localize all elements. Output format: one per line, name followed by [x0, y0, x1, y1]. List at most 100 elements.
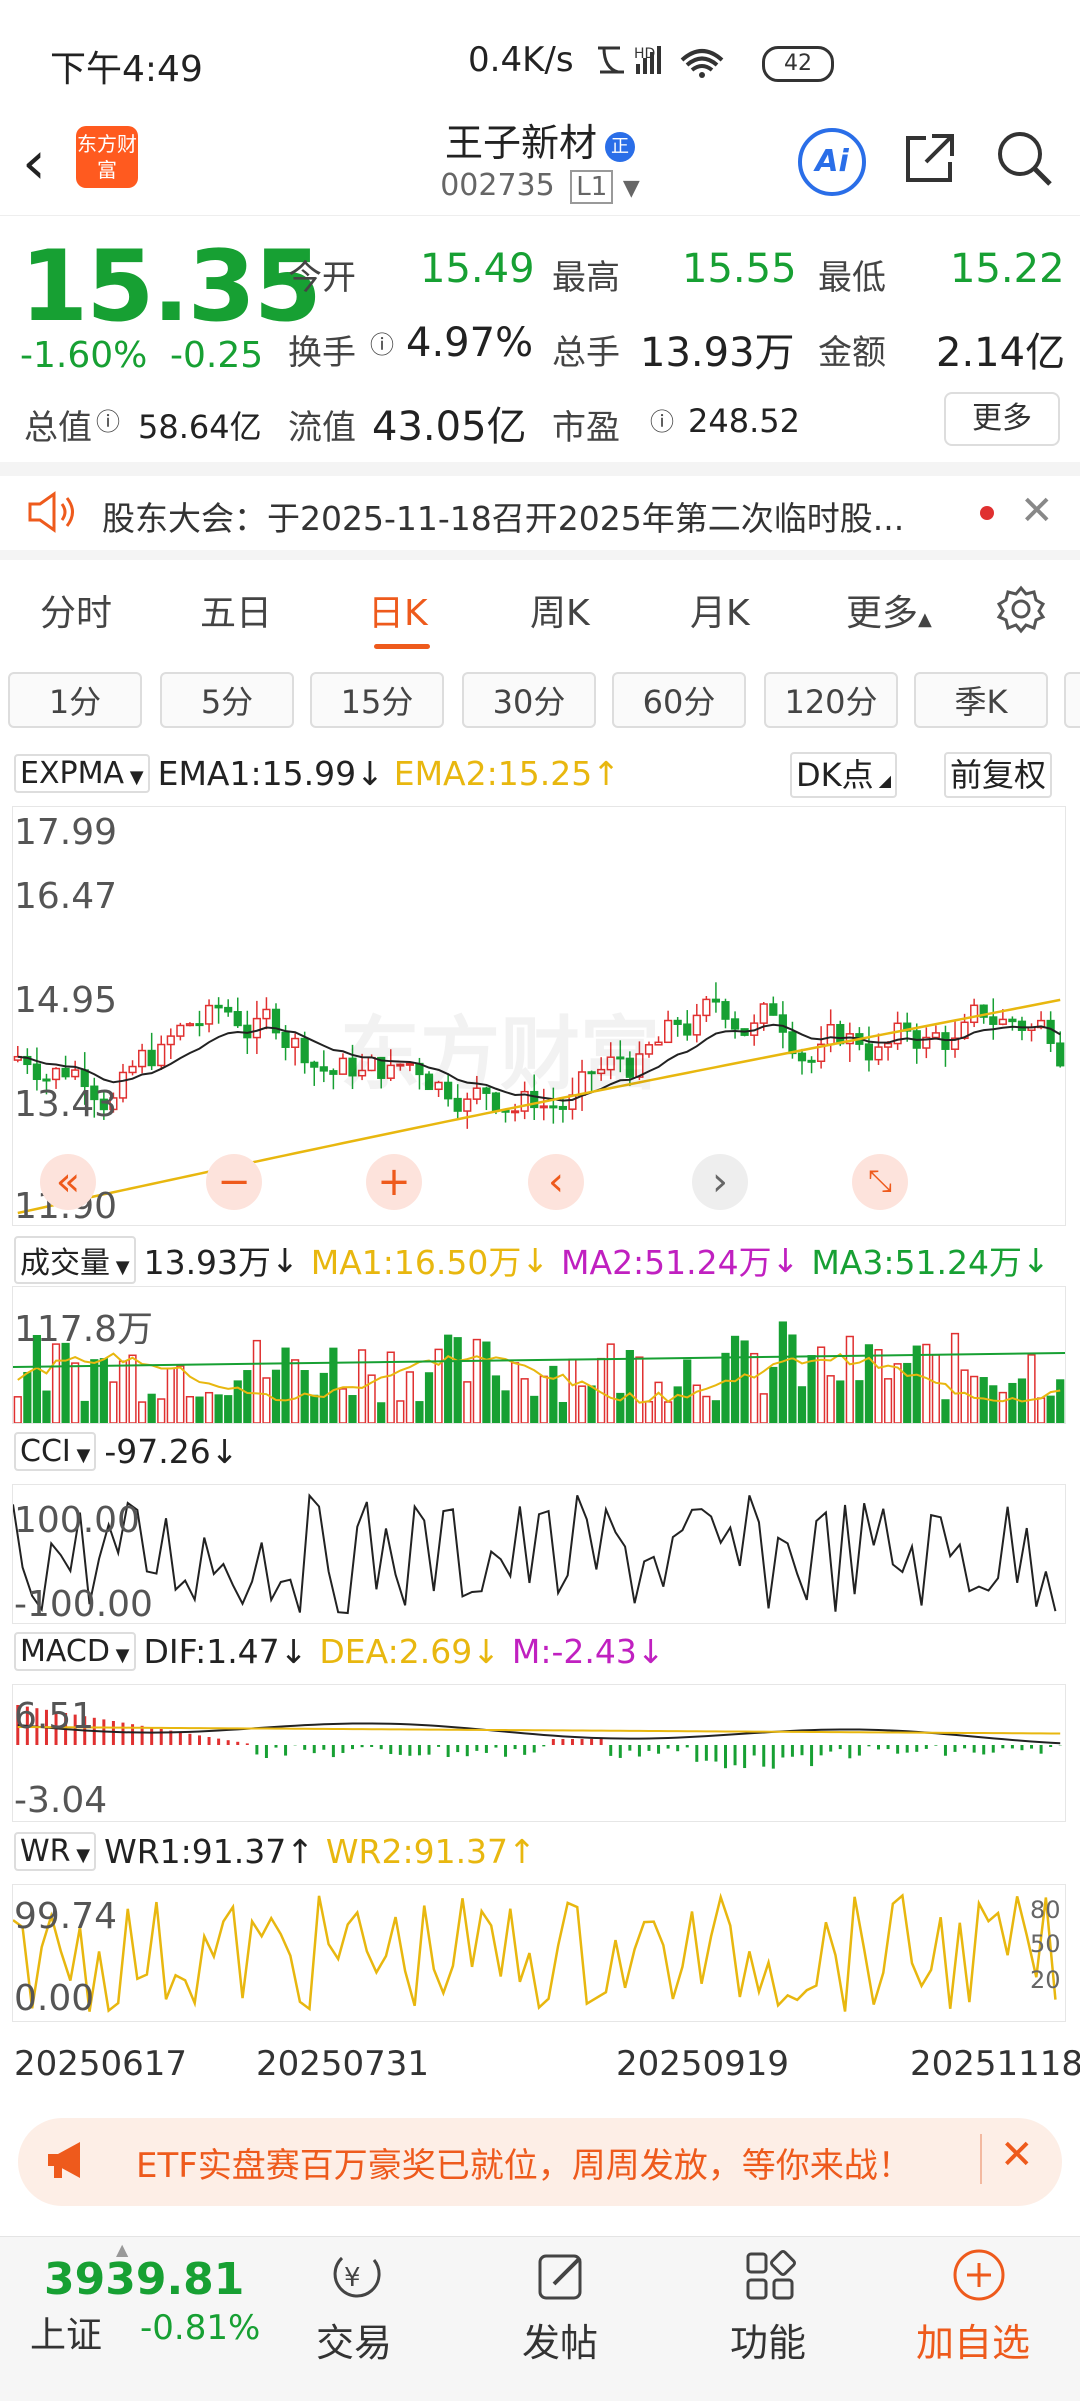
more-button[interactable]: 更多 — [944, 392, 1060, 446]
low-label: 最低 — [818, 258, 886, 298]
volume-bar — [23, 1371, 32, 1424]
candle — [329, 1070, 338, 1075]
macd-upper-label: 6.51 — [14, 1696, 95, 1737]
fullscreen-icon[interactable]: ⤡ — [852, 1154, 908, 1210]
tab-more[interactable]: 更多▲ — [846, 593, 932, 634]
back-icon[interactable]: ‹ — [22, 128, 46, 198]
period-30min[interactable]: 30分 — [462, 672, 596, 728]
volume-bar — [262, 1377, 271, 1424]
period-15min[interactable]: 15分 — [310, 672, 444, 728]
candle — [338, 1057, 348, 1075]
candle — [950, 1037, 960, 1050]
close-icon[interactable]: ✕ — [1020, 488, 1054, 534]
settings-icon[interactable] — [996, 584, 1046, 634]
nav-functions[interactable]: 功能 — [730, 2321, 807, 2365]
indicator-select[interactable]: EXPMA ▼ — [14, 754, 150, 793]
volume-bar — [577, 1385, 587, 1424]
volume-bar — [568, 1358, 577, 1424]
volume-bar — [922, 1343, 931, 1424]
candle — [185, 1023, 195, 1027]
header — [0, 110, 1080, 216]
notice-text[interactable]: 股东大会：于2025-11-18召开2025年第二次临时股... — [102, 499, 905, 538]
volume-bar — [329, 1347, 338, 1424]
macd-select[interactable]: MACD ▼ — [14, 1632, 136, 1671]
tab-weekly-k[interactable]: 周K — [530, 593, 590, 634]
wr-right-label: 80 — [1030, 1896, 1061, 1924]
volume-bar — [788, 1334, 797, 1424]
functions-icon[interactable] — [742, 2248, 798, 2304]
tab-daily-k[interactable]: 日K — [368, 593, 428, 634]
banner-text[interactable]: ETF实盘赛百万豪奖已就位，周周发放，等你来战！ — [136, 2146, 912, 2186]
tab-intraday[interactable]: 分时 — [40, 593, 113, 634]
candle — [530, 1090, 539, 1109]
share-icon[interactable] — [902, 130, 958, 186]
candle — [424, 1073, 434, 1091]
volume-bar — [491, 1375, 501, 1424]
wr-chart[interactable] — [12, 1884, 1066, 2022]
nav-add-watchlist[interactable]: 加自选 — [916, 2321, 1031, 2365]
turnover-value: 4.97% — [406, 320, 534, 366]
volume-bar — [61, 1342, 70, 1424]
candle — [319, 1066, 328, 1072]
volume-bar — [797, 1386, 807, 1424]
ai-button[interactable]: Ai — [798, 128, 866, 196]
period-5min[interactable]: 5分 — [160, 672, 294, 728]
candle — [597, 1068, 606, 1075]
post-icon[interactable] — [534, 2248, 590, 2304]
candle — [271, 1008, 281, 1034]
period-60min[interactable]: 60分 — [612, 672, 746, 728]
zoom-in-icon[interactable]: + — [366, 1154, 422, 1210]
candle — [1046, 1019, 1055, 1044]
volume-bar — [549, 1365, 558, 1424]
candle — [23, 1055, 32, 1066]
app-logo: 东方财富 — [76, 126, 138, 188]
period-overflow[interactable] — [1064, 672, 1080, 728]
period-1min[interactable]: 1分 — [8, 672, 142, 728]
dropdown-icon: ▼ — [110, 1257, 130, 1278]
tab-five-day[interactable]: 五日 — [200, 593, 273, 634]
adjust-select[interactable]: 前复权 — [944, 752, 1053, 798]
kline-chart[interactable] — [12, 806, 1066, 1226]
date-label: 20250617 — [14, 2044, 188, 2084]
ema1-value: EMA1:15.99 — [157, 754, 357, 793]
wr-right-label: 20 — [1030, 1966, 1061, 1994]
stock-code[interactable]: 002735 L1 ▼ — [440, 168, 640, 204]
cci-chart[interactable] — [12, 1484, 1066, 1624]
volume-bar — [291, 1359, 300, 1424]
cci-select[interactable]: CCI ▼ — [14, 1432, 97, 1471]
search-icon[interactable] — [994, 128, 1054, 188]
candle — [377, 1056, 386, 1079]
wr-select[interactable]: WR ▼ — [14, 1832, 97, 1871]
pan-right-icon[interactable]: › — [692, 1154, 748, 1210]
volume-select[interactable]: 成交量 ▼ — [14, 1236, 136, 1284]
megaphone-icon — [48, 2142, 80, 2178]
zoom-out-icon[interactable]: − — [206, 1154, 262, 1210]
rewind-icon[interactable]: « — [40, 1154, 96, 1210]
add-watchlist-icon[interactable] — [950, 2246, 1008, 2304]
dropdown-icon: ▼ — [70, 1845, 91, 1866]
volume-chart[interactable] — [12, 1286, 1066, 1424]
wr-upper-label: 99.74 — [14, 1896, 118, 1937]
candle — [549, 1105, 558, 1109]
period-quarter-k[interactable]: 季K — [914, 672, 1048, 728]
period-120min[interactable]: 120分 — [764, 672, 898, 728]
macd-chart[interactable] — [12, 1684, 1066, 1822]
macd-header: MACD ▼ DIF:1.47 ↓ DEA:2.69 ↓ M:-2.43 ↓ — [14, 1632, 665, 1671]
candle — [539, 1105, 548, 1109]
high-value: 15.55 — [682, 246, 797, 292]
nav-trade[interactable]: 交易 — [316, 2321, 393, 2365]
pe-value: 248.52 — [688, 402, 800, 440]
volume-bar — [415, 1401, 424, 1424]
volume-bar — [989, 1385, 998, 1424]
close-icon[interactable]: ✕ — [1000, 2132, 1034, 2178]
volume-bar — [482, 1341, 491, 1424]
network-speed: 0.4K/s — [468, 40, 574, 80]
index-value[interactable]: 3939.81 — [44, 2254, 245, 2305]
pan-left-icon[interactable]: ‹ — [528, 1154, 584, 1210]
dk-point-select[interactable]: DK点 ◢ — [790, 752, 898, 798]
tab-monthly-k[interactable]: 月K — [690, 593, 750, 634]
trade-icon[interactable]: ¥ — [328, 2248, 384, 2304]
nav-post[interactable]: 发帖 — [522, 2321, 599, 2365]
volume-bar — [721, 1352, 730, 1424]
promo-banner[interactable] — [18, 2118, 1062, 2206]
